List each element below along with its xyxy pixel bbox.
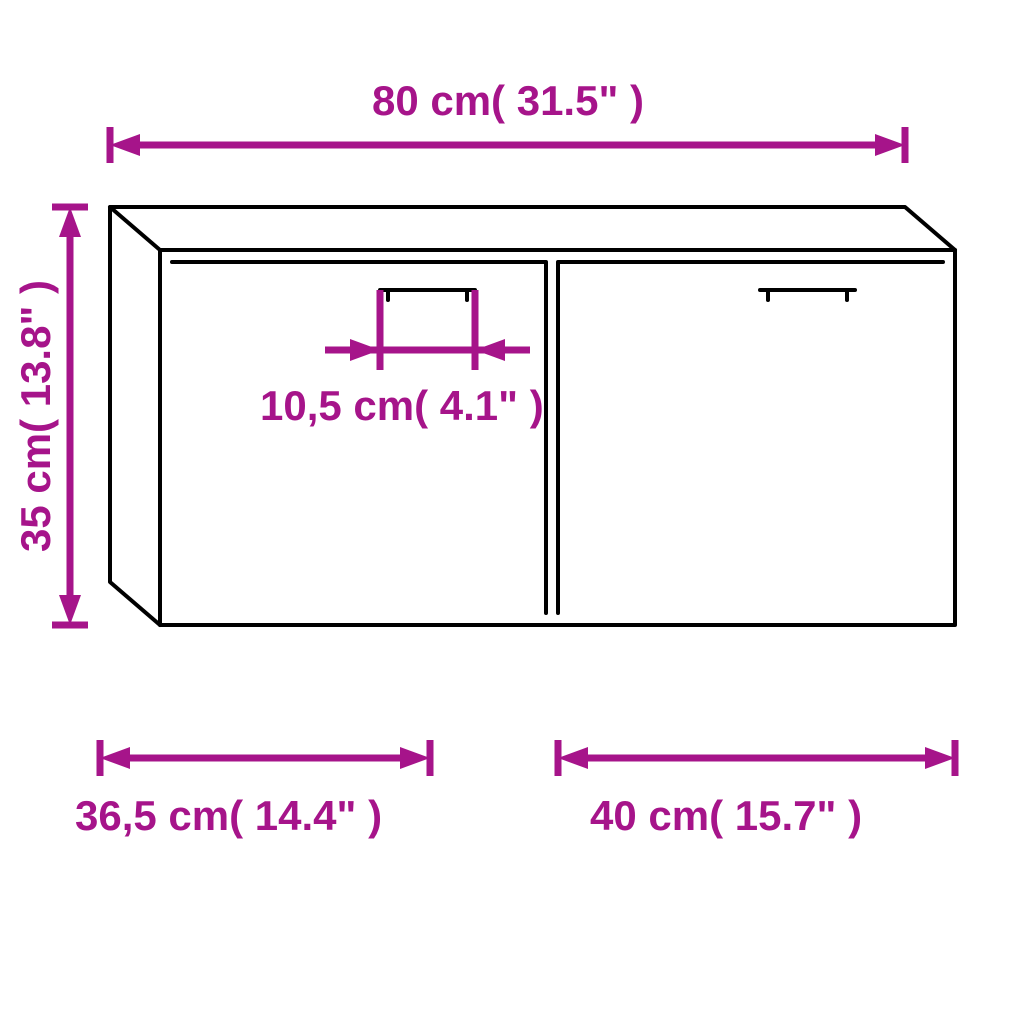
cabinet-right-door — [558, 262, 943, 613]
dim-door-width: 40 cm( 15.7" ) — [558, 740, 955, 839]
cabinet-handle-right — [760, 290, 855, 300]
dimension-annotations: 80 cm( 31.5" ) 35 cm( 13.8" ) 10,5 cm( 4.1… — [12, 77, 955, 839]
dim-height-label: 35 cm( 13.8" ) — [12, 280, 59, 552]
cabinet-handle-left — [380, 290, 475, 300]
dimension-diagram: 80 cm( 31.5" ) 35 cm( 13.8" ) 10,5 cm( 4.1… — [0, 0, 1024, 1024]
dim-handle-label: 10,5 cm( 4.1" ) — [260, 382, 544, 429]
dim-handle: 10,5 cm( 4.1" ) — [260, 290, 544, 429]
dim-width-label: 80 cm( 31.5" ) — [372, 77, 644, 124]
cabinet-left-face — [110, 207, 160, 625]
dim-height: 35 cm( 13.8" ) — [12, 207, 88, 625]
dim-width: 80 cm( 31.5" ) — [110, 77, 905, 163]
dim-door-width-label: 40 cm( 15.7" ) — [590, 792, 862, 839]
cabinet-left-door — [172, 262, 546, 613]
cabinet-top-face — [110, 207, 955, 250]
dim-depth-label: 36,5 cm( 14.4" ) — [75, 792, 382, 839]
